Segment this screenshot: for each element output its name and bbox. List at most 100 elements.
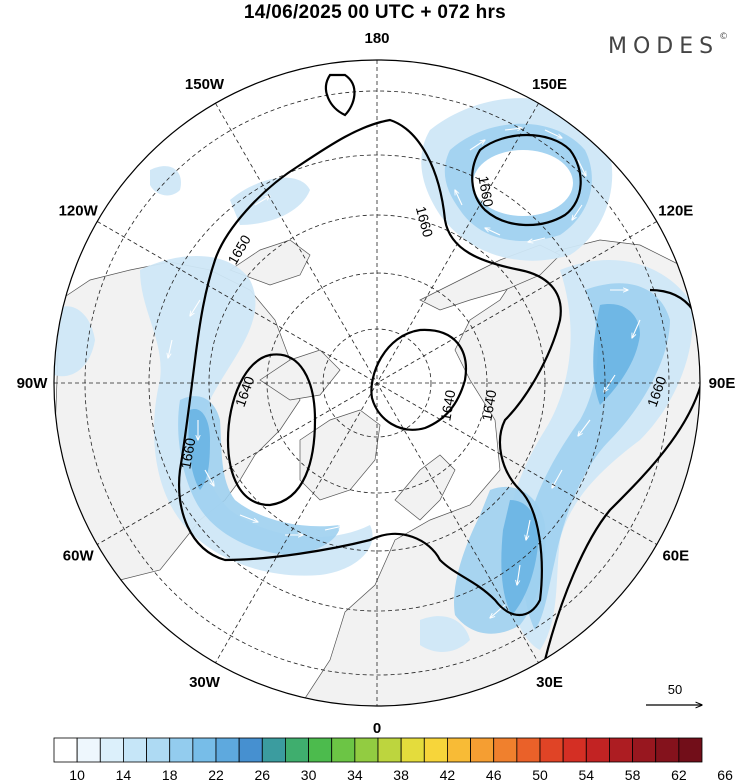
colorbar-box [562, 737, 587, 763]
longitude-label: 90W [17, 375, 49, 392]
colorbar-box [655, 737, 680, 763]
colorbar-ticks: 10141822263034384246505458626670 [69, 767, 733, 782]
colorbar-tick-label: 62 [671, 767, 687, 782]
colorbar-tick-label: 30 [301, 767, 317, 782]
longitude-label: 0 [373, 720, 381, 736]
wind-vector [168, 339, 173, 358]
wind-vector [632, 319, 641, 338]
wind-vectors [168, 128, 641, 618]
colorbar-box [238, 737, 263, 763]
contour-1640-left [226, 353, 317, 507]
colorbar-box [516, 737, 541, 763]
colorbar-tick-label: 58 [625, 767, 641, 782]
page-title: 14/06/2025 00 UTC + 072 hrs [243, 2, 507, 23]
land-arctic-islands [259, 349, 341, 401]
longitude-label: 120W [59, 203, 99, 220]
colorbar-box [377, 737, 402, 763]
wind-vector [469, 140, 485, 151]
colorbar-tick-label: 34 [347, 767, 363, 782]
colorbar-box [146, 737, 171, 763]
wind-vector [544, 129, 562, 138]
jet-atlantic-mid [178, 396, 340, 555]
brand-mark: © [719, 32, 729, 42]
brand-logo: MODES© [608, 32, 729, 59]
colorbar-box [76, 737, 101, 763]
wind-vector [485, 228, 501, 236]
contour-label: 1640 [437, 388, 458, 422]
longitude-label: 90E [709, 375, 736, 392]
globe-disk: 1660 1650 1640 1640 1640 1660 1660 1660 [54, 60, 700, 706]
longitude-label: 60W [63, 548, 95, 565]
colorbar-box [215, 737, 240, 763]
colorbar-box [331, 737, 356, 763]
wind-vector [204, 469, 214, 486]
wind-vector [578, 419, 591, 436]
meridian-line [97, 221, 657, 545]
polar-map: 1660 1650 1640 1640 1640 1660 1660 1660 … [17, 30, 736, 736]
colorbar-box [285, 737, 309, 763]
colorbar-box [169, 737, 194, 763]
wind-vector [239, 514, 258, 522]
jet-pacific-west [230, 177, 310, 225]
jet-atlantic-core [188, 409, 210, 490]
colorbar-box [493, 737, 518, 763]
longitude-label: 30W [189, 674, 221, 691]
meridian-lines [54, 60, 700, 706]
contour-1660-main [324, 73, 356, 117]
globe-outline [53, 59, 701, 707]
longitude-label: 60E [662, 548, 689, 565]
contour-1640-center [370, 328, 467, 431]
jet-far-west [54, 306, 95, 377]
colorbar-boxes [53, 737, 703, 763]
colorbar-box [609, 737, 633, 763]
wind-vector [254, 196, 270, 206]
colorbar-box [99, 737, 124, 763]
wind-vector [577, 159, 586, 176]
contour-label: 1660 [475, 175, 496, 209]
wind-reference-value: 50 [668, 682, 682, 697]
colorbar-box [470, 737, 495, 763]
colorbar-box [400, 737, 425, 763]
colorbar: 10141822263034384246505458626670 [53, 737, 733, 782]
wind-vector [517, 564, 521, 585]
colorbar-tick-label: 54 [579, 767, 595, 782]
colorbar-tick-label: 50 [532, 767, 548, 782]
colorbar-tick-label: 26 [255, 767, 271, 782]
colorbar-box [585, 737, 610, 763]
colorbar-tick-label: 42 [440, 767, 456, 782]
jet-asia-mid [523, 283, 670, 630]
longitude-label: 150W [185, 76, 225, 93]
wind-vector [528, 237, 546, 242]
colorbar-tick-label: 22 [208, 767, 224, 782]
land-alaska [229, 239, 311, 286]
colorbar-box [632, 737, 657, 763]
colorbar-tick-label: 18 [162, 767, 178, 782]
colorbar-box [192, 737, 217, 763]
jet-europe-core [501, 500, 539, 615]
land-scandinavia [394, 454, 456, 521]
colorbar-box [447, 737, 471, 763]
jet-pacific-hole [473, 150, 573, 216]
colorbar-box [123, 737, 147, 763]
colorbar-box [539, 737, 564, 763]
longitude-label: 180 [364, 30, 389, 47]
colorbar-tick-label: 14 [116, 767, 132, 782]
contour-label-group: 1660 1650 1640 1640 1640 1660 1660 1660 [177, 175, 669, 470]
colorbar-box [308, 737, 333, 763]
longitude-label: 120E [658, 203, 693, 220]
wind-vector [455, 190, 463, 206]
colorbar-box [261, 737, 286, 763]
colorbar-box [354, 737, 379, 763]
colorbar-box [678, 737, 703, 763]
colorbar-tick-label: 10 [69, 767, 85, 782]
wind-vector [572, 204, 583, 220]
colorbar-tick-label: 38 [393, 767, 409, 782]
jet-south-europe [420, 616, 470, 652]
colorbar-box [53, 737, 78, 763]
wind-vector [324, 526, 343, 531]
wind-reference: 50 [646, 682, 702, 705]
longitude-label: 30E [536, 674, 563, 691]
contour-label: 1660 [177, 436, 198, 470]
contour-label: 1660 [413, 205, 437, 239]
contour-1660-pacific [471, 134, 582, 227]
